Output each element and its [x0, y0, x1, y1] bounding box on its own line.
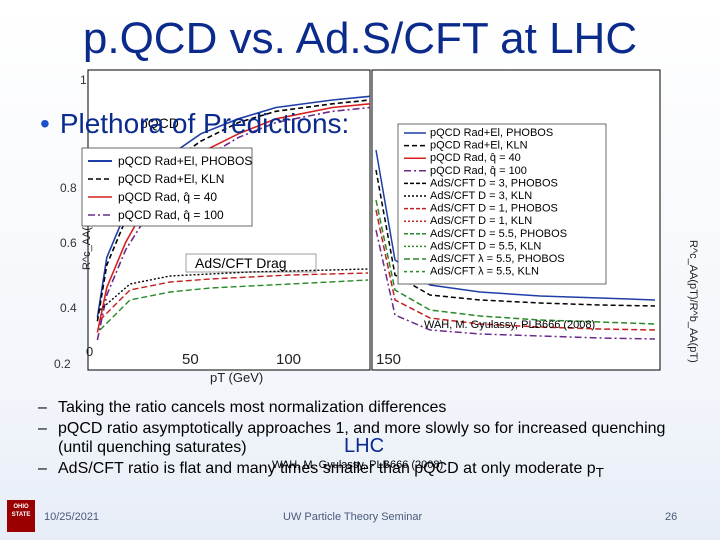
right-legend-item-1: pQCD Rad+El, KLN [430, 140, 528, 152]
y-tick-1: 1 [80, 73, 87, 87]
adscft-flat-curve-0 [99, 279, 369, 331]
footer-seminar: UW Particle Theory Seminar [283, 511, 423, 523]
right-curve-4 [375, 229, 656, 340]
right-legend-item-8: AdS/CFT D = 5.5, PHOBOS [430, 228, 567, 240]
bullet-dot-icon: • [40, 108, 50, 139]
right-curve-3 [375, 209, 656, 331]
main-bullet: • Plethora of Predictions: [40, 108, 349, 140]
sub-bullet-2-text: pQCD ratio asymptotically approaches 1, … [58, 420, 666, 456]
dash-icon: – [38, 420, 47, 437]
footer-date: 10/25/2021 [44, 511, 100, 523]
right-curve-2 [375, 199, 656, 325]
sub-bullet-3-text: AdS/CFT ratio is flat and many times sma… [58, 460, 596, 477]
sub-bullet-3: – AdS/CFT ratio is flat and many times s… [38, 459, 698, 482]
citation-bottom: WAH, M. Gyulassy, PLB666 (2008) [272, 459, 443, 471]
university-logo: OHIO STATE [7, 500, 35, 532]
lhc-label: LHC [344, 435, 384, 457]
logo-text: OHIO STATE [11, 504, 31, 518]
right-legend-item-9: AdS/CFT D = 5.5, KLN [430, 240, 541, 252]
right-legend-item-2: pQCD Rad, q̂ = 40 [430, 152, 521, 164]
right-x-tick-150: 150 [376, 351, 401, 368]
left-x-label: pT (GeV) [210, 370, 263, 385]
adscft-flat-curve-1 [99, 272, 369, 321]
right-legend-item-4: AdS/CFT D = 3, PHOBOS [430, 177, 558, 189]
left-legend-item-0: pQCD Rad+El, PHOBOS [118, 154, 252, 168]
right-legend-item-5: AdS/CFT D = 3, KLN [430, 190, 532, 202]
right-legend-item-0: pQCD Rad+El, PHOBOS [430, 127, 553, 139]
left-legend-item-2: pQCD Rad, q̂ = 40 [118, 190, 217, 204]
dash-icon: – [38, 399, 47, 416]
x-tick-0: 0 [86, 344, 93, 359]
right-y-label: R^c_AA(pT)/R^b_AA(pT) [687, 240, 699, 363]
right-curve-1 [375, 169, 656, 307]
right-curves [375, 149, 656, 340]
right-legend-item-7: AdS/CFT D = 1, KLN [430, 215, 532, 227]
adscft-flat-curve-2 [99, 268, 369, 311]
right-legend-item-11: AdS/CFT λ = 5.5, KLN [430, 266, 539, 278]
pqcd-inset-label: pQCD [140, 115, 179, 131]
main-bullet-text: Plethora of Predictions: [59, 108, 350, 139]
dash-icon: – [38, 460, 47, 477]
x-tick-50: 50 [182, 351, 199, 368]
sub-bullet-list: – Taking the ratio cancels most normaliz… [38, 396, 698, 484]
sub-bullet-1: – Taking the ratio cancels most normaliz… [38, 398, 698, 417]
slide-title: p.QCD vs. Ad.S/CFT at LHC [82, 14, 638, 63]
left-legend-item-1: pQCD Rad+El, KLN [118, 172, 224, 186]
series-line-0 [96, 95, 371, 318]
right-legend-item-6: AdS/CFT D = 1, PHOBOS [430, 203, 558, 215]
sub-bullet-1-text: Taking the ratio cancels most normalizat… [58, 399, 447, 416]
right-legend-item-10: AdS/CFT λ = 5.5, PHOBOS [430, 253, 565, 265]
y-tick-04: 0.4 [60, 301, 77, 315]
footer-page-number: 26 [665, 511, 678, 523]
sub-bullet-2: – pQCD ratio asymptotically approaches 1… [38, 419, 698, 457]
citation-top: WAH, M. Gyulassy, PLB666 (2008) [424, 319, 595, 331]
right-legend [397, 123, 607, 285]
right-legend-item-3: pQCD Rad, q̂ = 100 [430, 165, 527, 177]
y-tick-08: 0.8 [60, 181, 77, 195]
series-line-3 [96, 106, 371, 341]
right-curve-0 [375, 149, 656, 301]
y-tick-02: 0.2 [54, 357, 71, 371]
left-legend-item-3: pQCD Rad, q̂ = 100 [118, 208, 224, 222]
x-tick-100: 100 [276, 351, 301, 368]
sub-bullet-3-subscript: T [595, 465, 604, 481]
adscft-drag-label: AdS/CFT Drag [195, 255, 287, 271]
y-tick-06: 0.6 [60, 236, 77, 250]
left-legend: pQCD Rad+El, PHOBOS pQCD Rad+El, KLN pQC… [81, 147, 253, 227]
